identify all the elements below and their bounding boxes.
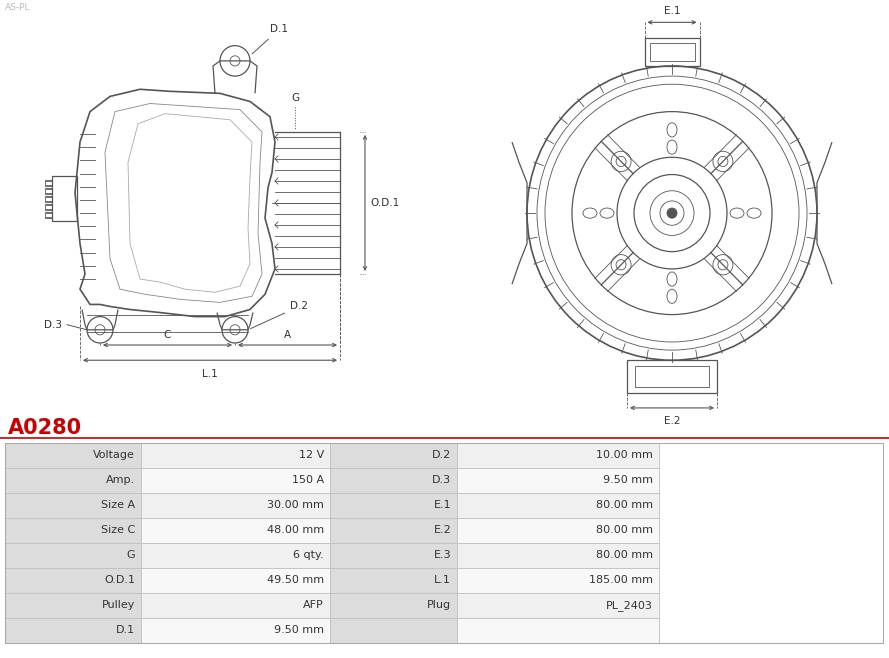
Bar (5, 568, 141, 593)
Bar (457, 618, 659, 643)
Text: 6 qty.: 6 qty. (293, 550, 324, 561)
Bar (141, 493, 330, 518)
Text: 185.00 mm: 185.00 mm (589, 575, 653, 586)
Text: 80.00 mm: 80.00 mm (597, 525, 653, 535)
Text: L.1: L.1 (435, 575, 452, 586)
Text: 80.00 mm: 80.00 mm (597, 550, 653, 561)
Text: G: G (291, 93, 299, 103)
Text: C: C (164, 330, 172, 340)
Text: D.2: D.2 (432, 450, 452, 460)
Bar (650, 43, 694, 61)
Bar (141, 568, 330, 593)
Bar (141, 618, 330, 643)
Bar (627, 360, 717, 393)
Text: E.3: E.3 (434, 550, 452, 561)
Text: AFP: AFP (303, 600, 324, 611)
Bar (457, 518, 659, 543)
Bar (330, 518, 457, 543)
Bar (141, 593, 330, 618)
Bar (457, 593, 659, 618)
Bar (457, 468, 659, 493)
Text: 150 A: 150 A (292, 475, 324, 485)
Text: G: G (126, 550, 135, 561)
Bar (5, 618, 141, 643)
Bar (5, 493, 141, 518)
Text: Size A: Size A (101, 500, 135, 510)
Text: 80.00 mm: 80.00 mm (597, 500, 653, 510)
Text: Amp.: Amp. (106, 475, 135, 485)
Bar (5, 443, 141, 468)
Text: E.1: E.1 (664, 6, 680, 16)
Text: A: A (284, 330, 291, 340)
Text: O.D.1: O.D.1 (104, 575, 135, 586)
Bar (5, 468, 141, 493)
Text: E.2: E.2 (664, 416, 680, 426)
Text: D.1: D.1 (252, 24, 288, 54)
Bar (141, 518, 330, 543)
Bar (330, 493, 457, 518)
Bar (330, 543, 457, 568)
Bar (457, 443, 659, 468)
Text: 9.50 mm: 9.50 mm (603, 475, 653, 485)
Bar (457, 543, 659, 568)
Bar (45, 196, 52, 202)
Text: Size C: Size C (100, 525, 135, 535)
Bar (141, 443, 330, 468)
Text: D.2: D.2 (251, 301, 308, 328)
Bar (330, 468, 457, 493)
Bar (457, 493, 659, 518)
Text: A0280: A0280 (8, 418, 82, 438)
Text: D.3: D.3 (44, 320, 62, 330)
Bar (635, 367, 709, 387)
Bar (330, 568, 457, 593)
Text: 30.00 mm: 30.00 mm (267, 500, 324, 510)
Bar (45, 204, 52, 210)
Bar (645, 38, 700, 66)
Bar (5, 518, 141, 543)
Text: E.2: E.2 (434, 525, 452, 535)
Bar (330, 443, 457, 468)
Text: E.1: E.1 (434, 500, 452, 510)
Text: Voltage: Voltage (93, 450, 135, 460)
Bar (45, 180, 52, 186)
Text: AS-PL: AS-PL (4, 3, 30, 13)
Text: O.D.1: O.D.1 (370, 198, 399, 208)
Text: D.1: D.1 (116, 626, 135, 636)
Bar (52, 176, 77, 221)
Bar (45, 212, 52, 218)
Text: 10.00 mm: 10.00 mm (597, 450, 653, 460)
Bar (5, 543, 141, 568)
Text: 49.50 mm: 49.50 mm (267, 575, 324, 586)
Bar (330, 593, 457, 618)
Text: PL_2403: PL_2403 (606, 600, 653, 611)
Text: D.3: D.3 (432, 475, 452, 485)
Text: Plug: Plug (427, 600, 452, 611)
Bar (45, 188, 52, 194)
Text: 12 V: 12 V (299, 450, 324, 460)
Text: 48.00 mm: 48.00 mm (267, 525, 324, 535)
Circle shape (667, 208, 677, 218)
Bar (330, 618, 457, 643)
Bar (457, 568, 659, 593)
Bar (141, 468, 330, 493)
Bar (5, 443, 883, 643)
Text: L.1: L.1 (202, 369, 218, 380)
Text: 9.50 mm: 9.50 mm (274, 626, 324, 636)
Bar (141, 543, 330, 568)
Text: Pulley: Pulley (101, 600, 135, 611)
Bar (5, 593, 141, 618)
